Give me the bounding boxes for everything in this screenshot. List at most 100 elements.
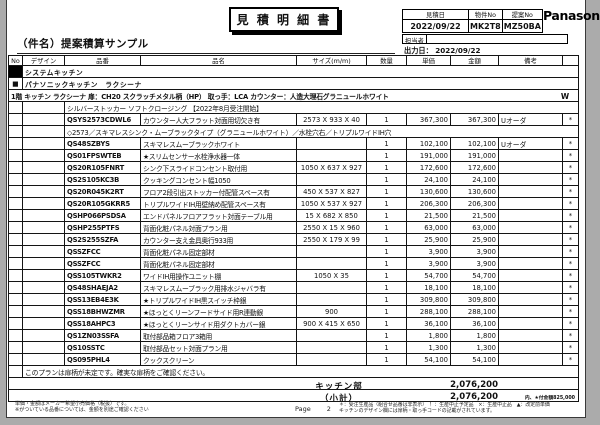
remark-cell [498,233,563,246]
product-name-cell: スキマレスムーブラック用排水ジャバラ有 [140,281,297,294]
staff-label: 担当者 [402,34,427,45]
amount-cell: 1,800 [450,329,499,342]
unit-price-cell: 63,000 [406,221,451,234]
quantity-cell: 1 [366,113,407,126]
no-cell [8,281,23,294]
no-cell [8,113,23,126]
row-total: キッチン部 2,076,200 [8,377,579,390]
row-item: QSS18BHWZMR ★ほっとくリーンフードサイド用R連動銀 900 1 288,10… [8,305,579,318]
amount-cell: 36,100 [450,317,499,330]
remark-cell [498,353,563,366]
size-cell: 900 [296,305,367,318]
column-header-8: 備考 [498,55,563,66]
design-cell [22,161,65,174]
no-cell [8,317,23,330]
no-cell [8,137,23,150]
section-square-icon: ■ [8,77,23,90]
row-item: QS20R105FNRT シンク下スライドコンセント取付用 1050 X 637 X… [8,161,579,174]
remark-cell [498,161,563,174]
product-name-cell: ★ほっとくリーンフードサイド用R連動銀 [140,305,297,318]
amount-cell: 24,100 [450,173,499,186]
table-header-row: No デザイン 品番 品名 サイズ(m/m) 数量 単価 金額 備考 [8,55,579,66]
amount-cell: 3,900 [450,245,499,258]
output-date-value: 2022/09/22 [435,46,481,55]
document-title-box: 見 積 明 細 書 [229,7,339,32]
design-cell [22,185,65,198]
design-cell [22,353,65,366]
size-cell: 1050 X 537 X 927 [296,197,367,210]
items-table: No デザイン 品番 品名 サイズ(m/m) 数量 単価 金額 備考 システムキッチン ■ パナソニッ… [8,55,579,402]
quantity-cell: 1 [366,257,407,270]
row-order-mark: * [562,257,579,270]
row-order-mark: * [562,113,579,126]
row-item: QS2S255SZFA カウンター支え金具奥行933用 2550 X 179 X 9… [8,233,579,246]
plan-spec-cell: 1階 キッチン ラクシーナ 扉：CH20 スクラッチメタル柄（HP） 取っ手：L… [8,89,579,102]
amount-cell: 54,100 [450,353,499,366]
design-cell [22,245,65,258]
row-order-mark: * [562,269,579,282]
part-number-cell: QS20R105FNRT [64,161,141,174]
remark-cell [498,185,563,198]
size-cell: 1050 X 35 [296,269,367,282]
part-number-cell: QSS18AHPC3 [64,317,141,330]
design-cell [22,305,65,318]
plan-flag: W [560,92,569,101]
row-item: QS1ZN03SSFA 取付部品箱フロア3箱用 1 1,800 1,800 * [8,329,579,342]
row-order-mark: * [562,197,579,210]
row-item: QS01FPSWTEB ★スリムセンサー水栓浄水器一体 1 191,000 191,00… [8,149,579,162]
product-name-cell: カウンター人大フラット対面用切欠き有 [140,113,297,126]
amount-cell: 172,600 [450,161,499,174]
part-number-cell: QSYS2573CDWL6 [64,113,141,126]
remark-cell [498,317,563,330]
no-cell [8,197,23,210]
amount-cell: 25,900 [450,233,499,246]
size-cell: 1050 X 637 X 927 [296,161,367,174]
no-cell [8,149,23,162]
quantity-cell: 1 [366,137,407,150]
no-cell [8,185,23,198]
document-title: 見 積 明 細 書 [236,13,332,27]
proposal-no-value: MZ50BA [501,19,543,33]
size-cell [296,329,367,342]
section-black-square [8,65,23,78]
design-cell [22,293,65,306]
amount-cell: 191,000 [450,149,499,162]
product-name-cell: カウンター支え金具奥行933用 [140,233,297,246]
row-note_pn: ◇2573／スキマレスシンク・ムーブラックタイプ（グラニュールホワイト）／水栓穴… [8,125,579,138]
remark-cell [498,329,563,342]
unit-price-cell: 3,900 [406,257,451,270]
subtotal-label: （小計） [319,393,359,402]
size-cell [296,281,367,294]
part-number-cell: QS20R105GKRR5 [64,197,141,210]
part-number-cell: QS1ZN03SSFA [64,329,141,342]
row-order-mark: * [562,149,579,162]
column-header-3: 品名 [140,55,297,66]
remark-cell: Uオーダ [498,113,563,126]
row-order-mark: * [562,173,579,186]
design-cell [22,149,65,162]
design-cell [22,221,65,234]
part-number-cell: QS01FPSWTEB [64,149,141,162]
design-cell [22,341,65,354]
quantity-cell: 1 [366,173,407,186]
unit-price-cell: 1,300 [406,341,451,354]
total-label: キッチン部 [315,381,363,390]
quantity-cell: 1 [366,281,407,294]
no-cell [8,353,23,366]
size-cell [296,293,367,306]
page-number-value: 2 [326,405,331,413]
design-cell [22,329,65,342]
remark-cell [498,293,563,306]
quantity-cell: 1 [366,317,407,330]
meta-table: 見積日 物件No 提案No 2022/09/22 MK2T8 MZ50BA [402,9,543,33]
unit-price-cell: 288,100 [406,305,451,318]
subtotal-star-note: 内、★付金額825,000 [524,396,575,401]
part-number-cell: QS48SZBYS [64,137,141,150]
amount-cell: 63,000 [450,221,499,234]
row-note_design: このプランは扉柄が未定です。確実な扉柄をご確認ください。 [8,365,579,378]
design-cell [22,173,65,186]
subject-title: （件名）提案積算サンプル [17,36,395,54]
note-text: ◇2573／スキマレスシンク・ムーブラックタイプ（グラニュールホワイト）／水栓穴… [64,125,579,138]
design-cell [22,233,65,246]
unit-price-cell: 3,900 [406,245,451,258]
